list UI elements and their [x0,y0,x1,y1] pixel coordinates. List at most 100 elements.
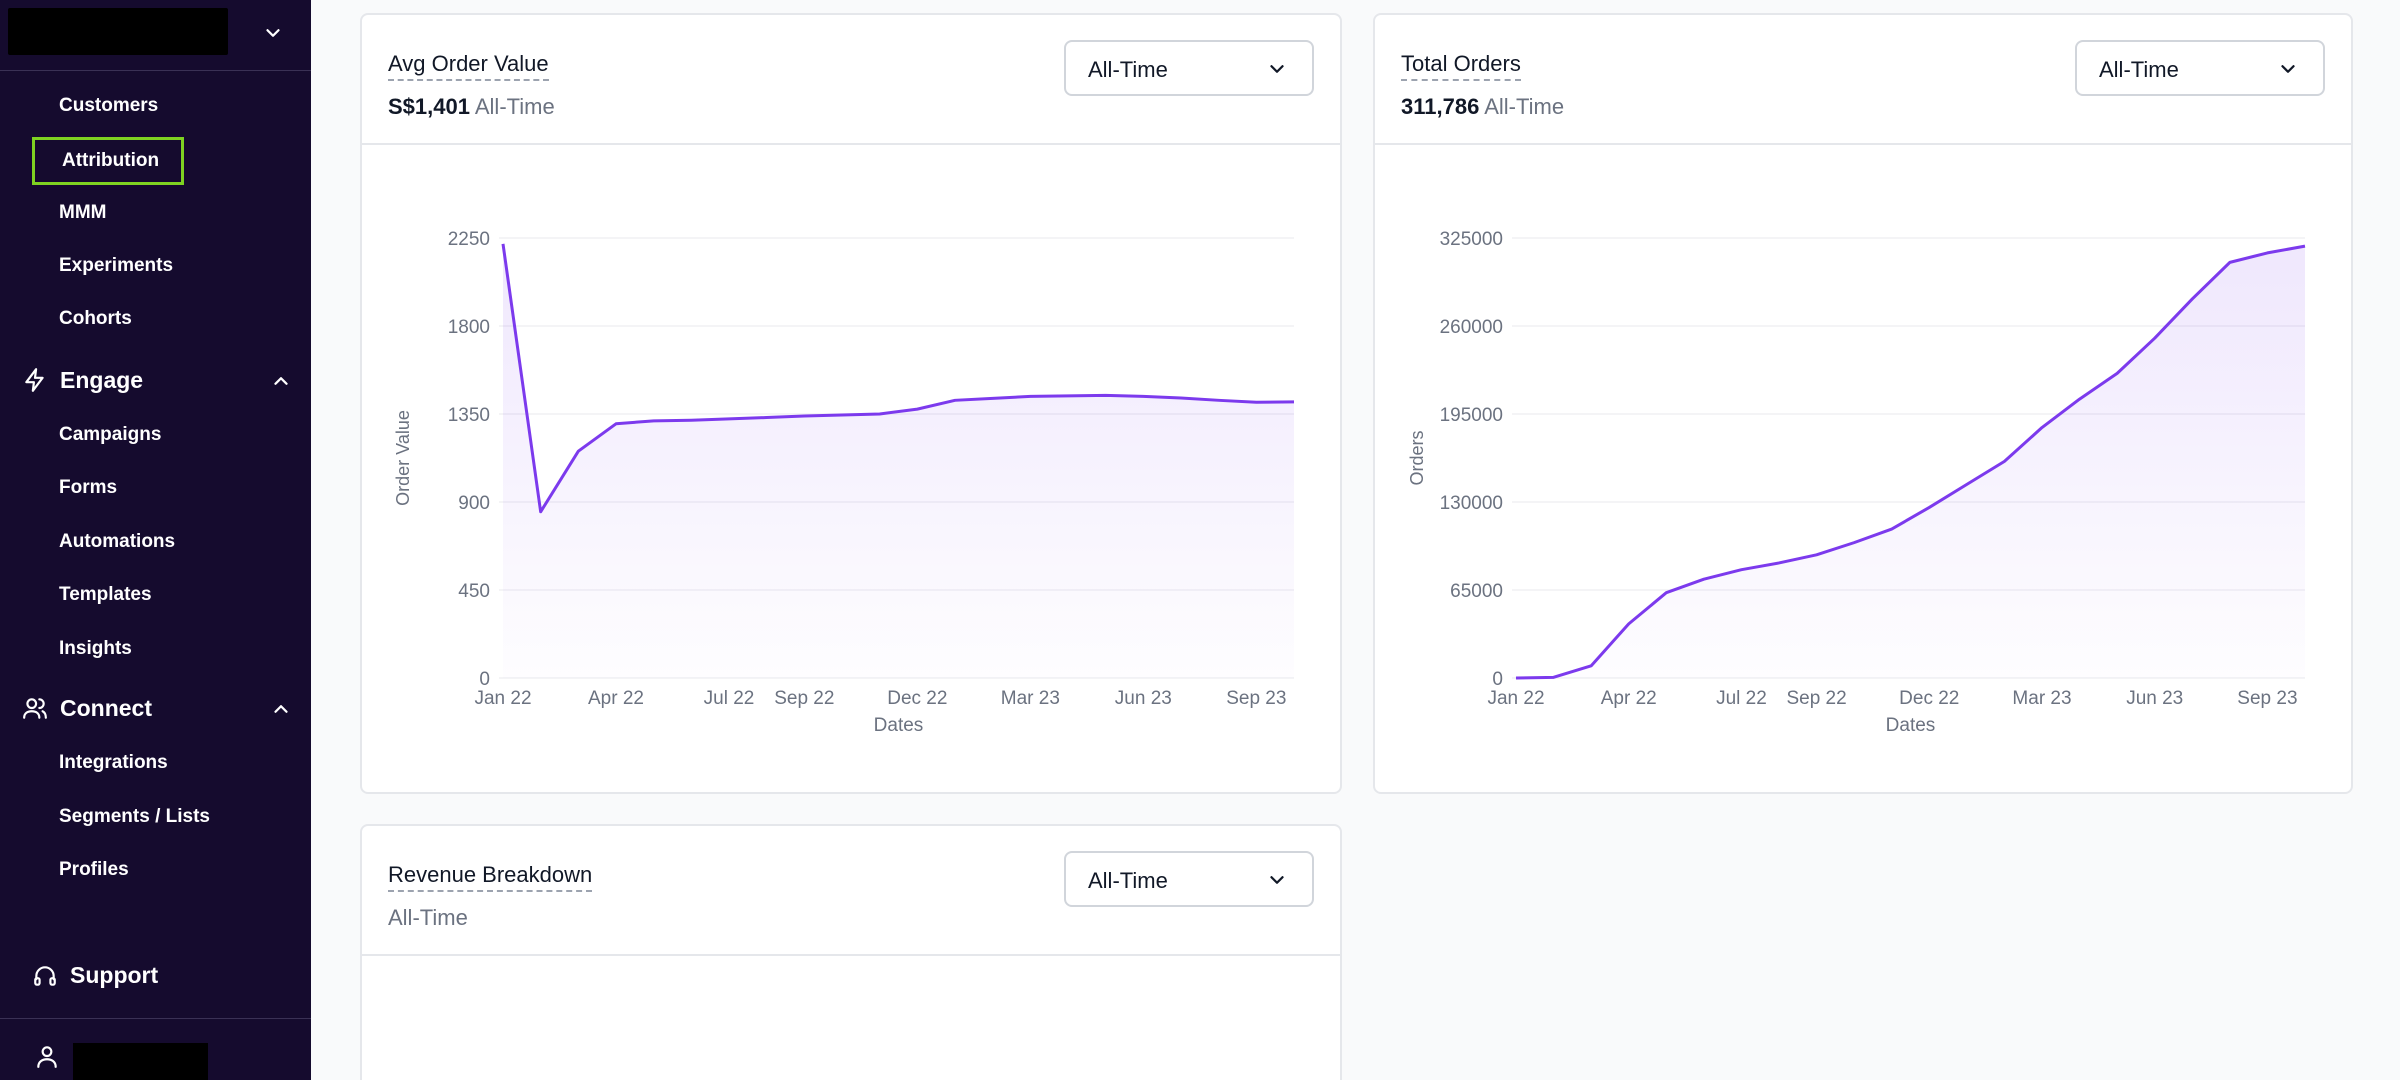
card-title[interactable]: Revenue Breakdown [388,862,593,892]
sidebar-item-integrations[interactable]: Integrations [59,752,168,773]
period-dropdown-value: All-Time [1088,868,1168,893]
data-point [2190,297,2194,301]
data-point [1066,394,1070,398]
data-point [2115,371,2119,375]
x-tick-label: Jun 23 [2126,688,2183,709]
data-point [501,242,505,246]
period-dropdown[interactable]: All-Time [1064,40,1314,96]
sidebar-item-forms[interactable]: Forms [59,477,118,498]
data-point [1514,676,1518,680]
total-orders-card: Total Orders 311,786 All-Time All-Time 0… [1373,13,2353,794]
lightning-icon [25,368,44,392]
x-tick-label: Mar 23 [1001,688,1060,709]
chevron-down-icon [1270,65,1284,73]
section-connect[interactable]: Connect [22,693,292,723]
sidebar-item-profiles[interactable]: Profiles [59,859,129,880]
data-point [727,417,731,421]
period-dropdown[interactable]: All-Time [1064,851,1314,907]
support-label: Support [70,962,159,988]
avg-order-value-chart: 0 450 900 1350 1800 2250 Jan 22 Apr 22 Jul 22 Sep… [393,229,1296,736]
y-tick-label: 195000 [1440,405,1503,426]
period-dropdown-value: All-Time [1088,57,1168,82]
data-point [1664,591,1668,595]
x-tick-label: Mar 23 [2012,688,2071,709]
data-point [2265,251,2269,255]
workspace-switcher[interactable] [0,0,311,71]
series-area [503,243,1294,678]
sidebar-item-cohorts[interactable]: Cohorts [59,308,132,329]
data-point [2153,336,2157,340]
card-header: Avg Order Value S$1,401 All-Time All-Tim… [362,15,1340,145]
data-point [1702,577,1706,581]
data-point [1627,622,1631,626]
x-tick-label: Sep 23 [2237,688,2297,709]
data-point [1589,664,1593,668]
card-summary: 311,786 All-Time [1401,94,1564,120]
data-point [652,419,656,423]
metric-value: 311,786 [1401,94,1480,119]
sidebar-item-campaigns[interactable]: Campaigns [59,424,162,445]
sidebar-item-insights[interactable]: Insights [59,638,132,659]
data-point [1777,561,1781,565]
data-point [1254,400,1258,404]
card-title[interactable]: Avg Order Value [388,51,549,81]
sidebar: Customers Attribution MMM Experiments Co… [0,0,311,1080]
data-point [2002,459,2006,463]
sidebar-item-segments-lists[interactable]: Segments / Lists [59,806,210,827]
support-link[interactable]: Support [32,962,158,989]
avg-order-value-card: Avg Order Value S$1,401 All-Time All-Tim… [360,13,1342,794]
x-tick-label: Jan 22 [1487,688,1544,709]
data-point [576,449,580,453]
period-dropdown[interactable]: All-Time [2075,40,2325,96]
metric-period: All-Time [388,905,468,930]
data-point [539,510,543,514]
data-point [1552,675,1556,679]
data-point [953,398,957,402]
data-point [1141,394,1145,398]
chevron-down-icon[interactable] [262,22,284,44]
series-line [501,243,1295,514]
data-point [2040,426,2044,430]
section-connect-label: Connect [60,694,152,721]
sidebar-item-attribution[interactable]: Attribution [32,137,185,185]
y-axis-label: Order Value [393,410,413,506]
data-point [2228,260,2232,264]
metric-period: All-Time [474,94,555,119]
data-point [1739,568,1743,572]
x-tick-label: Apr 22 [588,688,644,709]
sidebar-item-templates[interactable]: Templates [59,584,152,605]
data-point [1965,482,1969,486]
x-tick-label: Dec 22 [1899,688,1959,709]
y-tick-label: 325000 [1440,229,1503,250]
x-tick-label: Jul 22 [704,688,755,709]
data-point [802,414,806,418]
sidebar-item-automations[interactable]: Automations [59,531,176,552]
x-tick-label: Sep 22 [1786,688,1846,709]
x-axis-label: Dates [874,715,924,736]
y-tick-label: 1350 [448,405,490,426]
data-point [2078,397,2082,401]
metric-period: All-Time [1484,94,1565,119]
user-menu[interactable] [0,1018,311,1080]
chevron-down-icon [1270,876,1284,884]
y-tick-label: 130000 [1440,493,1503,514]
chevron-up-icon[interactable] [270,698,292,720]
section-engage[interactable]: Engage [22,365,292,395]
data-point [1292,400,1296,404]
data-point [1815,553,1819,557]
y-tick-label: 260000 [1440,317,1503,338]
data-point [1890,527,1894,531]
x-tick-label: Jul 22 [1716,688,1767,709]
sidebar-item-customers[interactable]: Customers [59,95,159,116]
x-tick-label: Jun 23 [1115,688,1172,709]
data-point [991,396,995,400]
chevron-up-icon[interactable] [270,370,292,392]
sidebar-item-mmm[interactable]: MMM [59,202,107,223]
period-dropdown-value: All-Time [2099,57,2179,82]
data-point [1852,541,1856,545]
sidebar-item-experiments[interactable]: Experiments [59,255,174,276]
metric-value: S$1,401 [388,94,470,119]
card-title[interactable]: Total Orders [1401,51,1521,81]
y-axis-label: Orders [1407,430,1427,485]
headset-icon [34,965,56,986]
